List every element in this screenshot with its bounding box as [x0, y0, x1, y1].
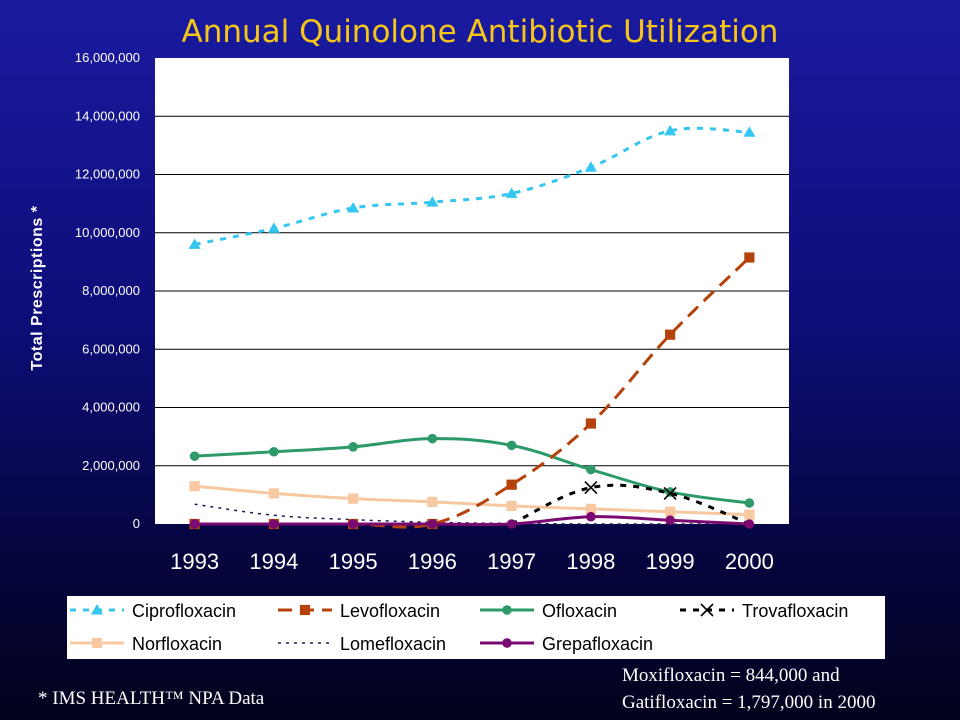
- legend: Ciprofloxacin Levofloxacin Ofloxacin Trovaf…: [70, 601, 848, 654]
- data-point: [665, 506, 676, 517]
- moxi-gati-note: Moxifloxacin = 844,000 and Gatifloxacin …: [622, 662, 875, 716]
- data-point: [744, 498, 755, 508]
- note-line-2: Gatifloxacin = 1,797,000 in 2000: [622, 692, 876, 713]
- legend-item-ofloxacin: Ofloxacin: [480, 601, 617, 621]
- data-point: [348, 442, 358, 452]
- x-tick-label: 1995: [329, 549, 378, 574]
- y-tick-label: 4,000,000: [82, 400, 140, 415]
- data-point: [665, 329, 676, 340]
- y-tick-label: 16,000,000: [75, 50, 140, 65]
- note-line-1: Moxifloxacin = 844,000 and: [622, 665, 840, 686]
- legend-item-ciprofloxacin: Ciprofloxacin: [70, 601, 236, 621]
- data-point: [189, 481, 200, 492]
- series-trovafloxacin: [510, 481, 750, 526]
- data-point: [584, 161, 597, 172]
- x-tick-label: 2000: [725, 549, 774, 574]
- legend-label: Ofloxacin: [542, 601, 617, 621]
- legend-marker: [502, 605, 512, 615]
- data-point: [426, 196, 439, 207]
- data-point: [506, 519, 517, 529]
- y-tick-label: 14,000,000: [75, 108, 140, 123]
- legend-marker: [502, 638, 512, 648]
- y-tick-label: 12,000,000: [75, 167, 140, 182]
- series-norfloxacin: [189, 481, 755, 520]
- data-point: [744, 519, 755, 529]
- series-line: [194, 484, 750, 517]
- x-tick-label: 1996: [408, 549, 457, 574]
- data-point: [665, 515, 675, 526]
- x-tick-label: 1999: [646, 549, 695, 574]
- x-tick-label: 1997: [487, 549, 536, 574]
- data-point: [586, 464, 596, 475]
- data-point: [664, 124, 677, 136]
- data-point: [744, 509, 755, 520]
- legend-label: Trovafloxacin: [742, 601, 848, 621]
- data-point: [506, 479, 517, 490]
- series-line: [194, 515, 750, 527]
- data-point: [663, 486, 677, 500]
- legend-marker: [91, 637, 103, 649]
- data-point: [744, 252, 755, 263]
- series-grepafloxacin: [189, 511, 755, 529]
- data-point: [743, 126, 756, 137]
- data-point: [269, 519, 279, 529]
- data-point: [427, 433, 438, 444]
- data-point: [267, 222, 280, 233]
- y-tick-label: 10,000,000: [75, 225, 140, 240]
- y-tick-label: 6,000,000: [82, 341, 140, 356]
- data-point: [585, 418, 596, 429]
- data-point: [189, 451, 200, 461]
- legend-label: Lomefloxacin: [340, 634, 446, 654]
- y-tick-label: 0: [133, 516, 140, 531]
- data-point: [348, 493, 359, 504]
- series-layer: [188, 124, 756, 530]
- legend-label: Norfloxacin: [132, 634, 222, 654]
- data-point: [586, 511, 596, 522]
- data-point: [506, 500, 517, 512]
- data-point: [268, 488, 279, 499]
- x-axis-ticks: 1993 1994 1995 1996 1997 1998 1999 2000: [170, 549, 774, 574]
- legend-marker: [91, 604, 103, 615]
- x-tick-label: 1998: [566, 549, 615, 574]
- legend-label: Levofloxacin: [340, 601, 440, 621]
- data-point: [506, 440, 517, 451]
- legend-item-grepafloxacin: Grepafloxacin: [480, 634, 653, 654]
- series-line: [194, 126, 750, 246]
- y-tick-label: 2,000,000: [82, 458, 140, 473]
- data-point: [585, 503, 596, 514]
- legend-box: [67, 596, 885, 659]
- data-point: [427, 496, 438, 507]
- legend-marker: [299, 604, 311, 616]
- y-axis-label: Total Prescriptions *: [29, 205, 46, 370]
- x-tick-label: 1994: [249, 549, 298, 574]
- legend-item-trovafloxacin: Trovafloxacin: [680, 601, 848, 621]
- y-tick-label: 8,000,000: [82, 283, 140, 298]
- data-point: [347, 201, 360, 213]
- legend-label: Grepafloxacin: [542, 634, 653, 654]
- legend-item-norfloxacin: Norfloxacin: [70, 634, 222, 654]
- series-ciprofloxacin: [188, 124, 756, 249]
- slide-title: Annual Quinolone Antibiotic Utilization: [181, 14, 779, 50]
- data-point: [505, 187, 518, 198]
- data-point: [348, 519, 358, 529]
- data-point: [427, 519, 438, 529]
- data-point: [269, 446, 279, 457]
- legend-label: Ciprofloxacin: [132, 601, 236, 621]
- source-footnote: * IMS HEALTH™ NPA Data: [38, 688, 265, 709]
- legend-item-lomefloxacin: Lomefloxacin: [278, 634, 446, 654]
- legend-marker: [700, 603, 714, 617]
- legend-item-levofloxacin: Levofloxacin: [278, 601, 440, 621]
- y-axis-ticks: 0 2,000,000 4,000,000 6,000,000 8,000,000 10,…: [75, 50, 140, 531]
- data-point: [188, 238, 201, 249]
- data-point: [584, 481, 598, 495]
- data-point: [189, 519, 200, 529]
- x-tick-label: 1993: [170, 549, 219, 574]
